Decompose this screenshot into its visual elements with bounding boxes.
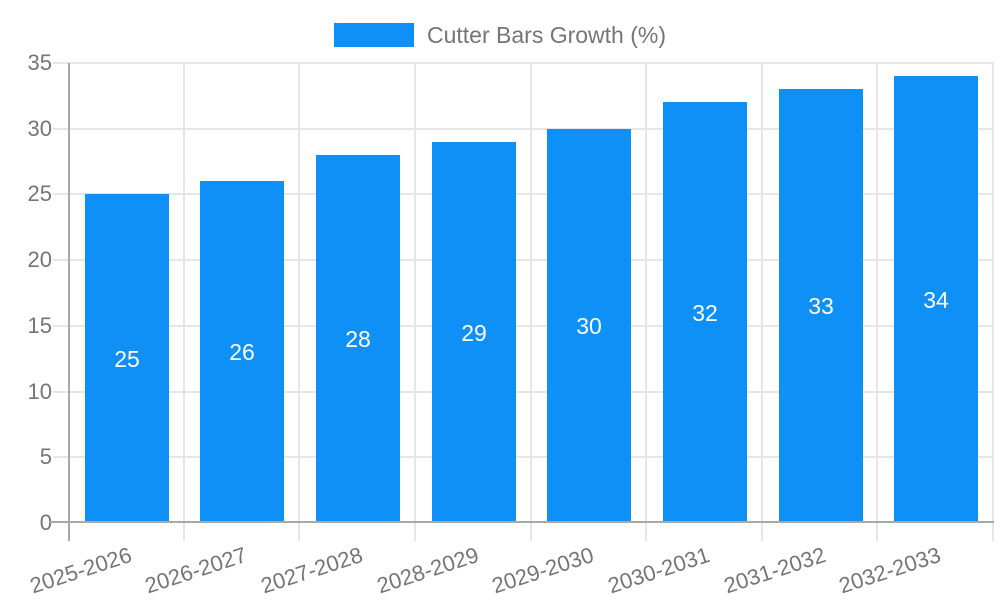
y-axis-tick-label: 0 xyxy=(39,510,52,535)
legend[interactable]: Cutter Bars Growth (%) xyxy=(0,21,1000,49)
horizontal-gridline xyxy=(53,62,994,64)
x-axis-tick-label: 2027-2028 xyxy=(257,542,366,599)
x-axis-tick-label: 2028-2029 xyxy=(373,542,482,599)
bar-value-label: 28 xyxy=(345,326,371,352)
bar-value-label: 29 xyxy=(461,320,487,346)
bar-value-label: 25 xyxy=(114,346,140,372)
vertical-gridline xyxy=(876,63,879,541)
horizontal-gridline xyxy=(53,193,994,196)
bar-value-label: 34 xyxy=(923,287,949,313)
bar-2032-2033[interactable]: 34 xyxy=(894,76,978,523)
bar-2031-2032[interactable]: 33 xyxy=(779,89,863,523)
horizontal-gridline xyxy=(53,127,994,130)
legend-swatch-icon xyxy=(334,23,414,47)
vertical-gridline xyxy=(413,63,416,541)
bar-value-label: 26 xyxy=(229,339,255,365)
x-axis-tick-label: 2032-2033 xyxy=(835,542,944,599)
vertical-gridline xyxy=(760,63,763,541)
vertical-gridline xyxy=(645,63,648,541)
bar-2028-2029[interactable]: 29 xyxy=(432,142,516,523)
x-axis-tick-label: 2026-2027 xyxy=(141,542,250,599)
vertical-gridline xyxy=(992,63,994,541)
bar-2030-2031[interactable]: 32 xyxy=(663,102,747,523)
horizontal-gridline xyxy=(53,390,994,393)
bar-2025-2026[interactable]: 25 xyxy=(85,194,169,523)
y-axis-tick-label: 10 xyxy=(27,379,52,404)
horizontal-gridline xyxy=(53,456,994,459)
bar-value-label: 30 xyxy=(576,313,602,339)
plot-area: 25 26 28 29 30 32 33 34 xyxy=(53,62,994,541)
y-axis-tick-label: 15 xyxy=(27,313,52,338)
x-axis-tick-label: 2025-2026 xyxy=(26,542,135,599)
horizontal-gridline xyxy=(53,324,994,327)
bar-2029-2030[interactable]: 30 xyxy=(547,129,631,523)
bar-2026-2027[interactable]: 26 xyxy=(200,181,284,523)
x-axis-tick-label: 2029-2030 xyxy=(488,542,597,599)
x-axis-tick-label: 2031-2032 xyxy=(720,542,829,599)
bar-value-label: 33 xyxy=(808,293,834,319)
vertical-gridline xyxy=(182,63,185,541)
y-axis-tick-label: 25 xyxy=(27,181,52,206)
y-axis-tick-label: 20 xyxy=(27,247,52,272)
x-axis-tick-label: 2030-2031 xyxy=(604,542,713,599)
bar-value-label: 32 xyxy=(692,300,718,326)
bar-2027-2028[interactable]: 28 xyxy=(316,155,400,523)
y-axis-line xyxy=(68,63,70,541)
y-axis-tick-label: 35 xyxy=(27,50,52,75)
y-axis-tick-label: 5 xyxy=(39,444,52,469)
horizontal-gridline xyxy=(53,259,994,262)
legend-label: Cutter Bars Growth (%) xyxy=(427,22,666,48)
y-axis-tick-label: 30 xyxy=(27,116,52,141)
vertical-gridline xyxy=(298,63,301,541)
x-axis-line xyxy=(49,521,994,523)
vertical-gridline xyxy=(529,63,532,541)
